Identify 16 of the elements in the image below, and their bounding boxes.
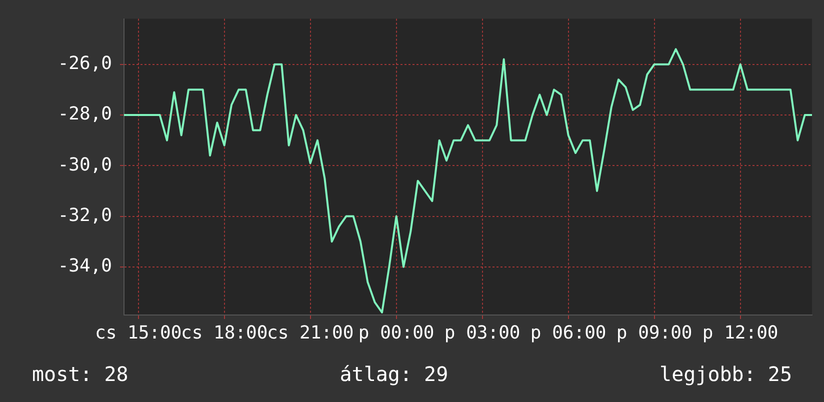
x-tick-label: cs 15:00 [94, 322, 182, 344]
y-tick-label: -34,0 [58, 256, 112, 277]
text: átlag: 29 [340, 362, 448, 386]
y-tick-label: -32,0 [58, 204, 112, 226]
x-tick-label: cs 21:00 [266, 322, 354, 344]
x-tick-label: p 06:00 [530, 322, 606, 344]
text: legjobb: 25 [660, 362, 792, 386]
x-tick-label: p 03:00 [444, 322, 520, 344]
y-tick-label: -30,0 [58, 154, 112, 176]
x-tick-label: p 12:00 [702, 322, 778, 344]
x-tick-label: cs 18:00 [180, 322, 268, 344]
y-tick-label: -28,0 [58, 104, 112, 125]
text: most: 28 [32, 362, 128, 386]
x-tick-label: p 00:00 [358, 322, 434, 344]
y-tick-label: -26,0 [58, 53, 112, 74]
x-tick-label: p 09:00 [616, 322, 692, 344]
